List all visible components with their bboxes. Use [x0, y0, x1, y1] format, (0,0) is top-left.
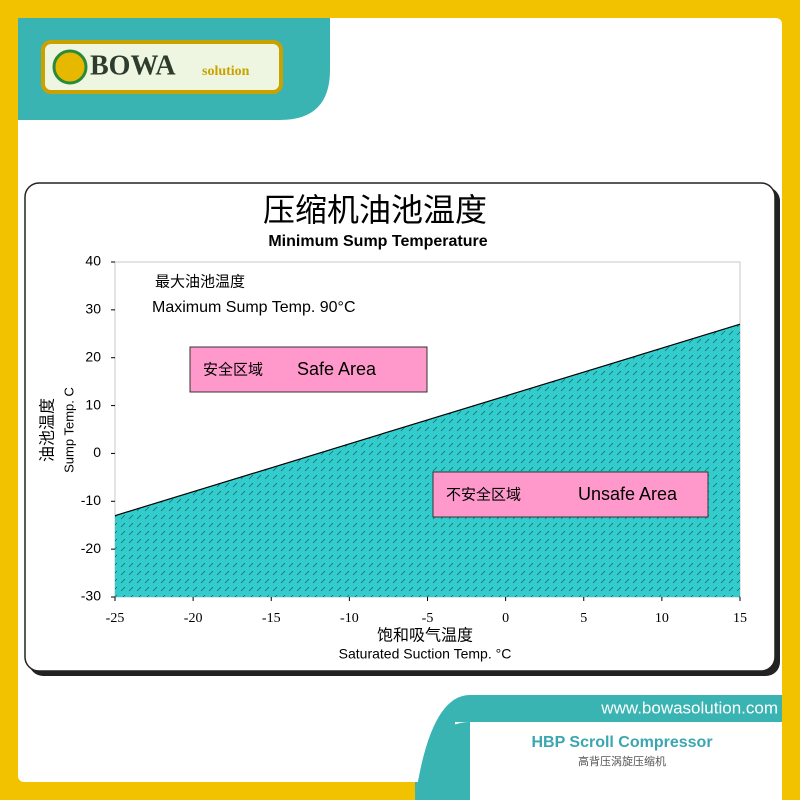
safe-box [189, 346, 428, 393]
logo-icon [52, 49, 88, 85]
y-tick-label: 40 [85, 253, 101, 269]
y-tick-label: 10 [85, 396, 101, 412]
annotation: Maximum Sump Temp. 90°C [152, 299, 356, 316]
area-line [114, 323, 741, 517]
annotation: 不安全区域 [446, 486, 521, 504]
unsafe-box [432, 471, 709, 518]
x-label: Saturated Suction Temp. °C [339, 646, 512, 662]
annotation: 最大油池温度 [155, 273, 245, 291]
x-tick-label: -20 [184, 611, 203, 626]
footer-curve [415, 722, 470, 800]
y-tick-label: 20 [85, 348, 101, 364]
logo-sub: solution [202, 64, 250, 79]
x-tick-label: 15 [733, 611, 747, 626]
x-tick-label: -15 [262, 611, 281, 626]
annotation: 安全区域 [203, 361, 263, 379]
x-tick-label: 10 [655, 611, 669, 626]
footer-panel [455, 722, 782, 800]
product-name-cn: 高背压涡旋压缩机 [578, 754, 666, 768]
product-name: HBP Scroll Compressor [531, 734, 712, 751]
logo-box [41, 40, 283, 94]
annotation: Safe Area [297, 359, 377, 379]
x-tick-label: -5 [422, 611, 434, 626]
website: www.bowasolution.com [600, 698, 778, 717]
chart: -30 -20 -10 0 10 20 30 40 -25 -20 -15 -10 -5 0 5 10 15 压缩… [38, 191, 748, 662]
logo-text: BOWA [90, 50, 176, 81]
y-tick-label: 0 [93, 444, 101, 460]
y-tick-label: -10 [81, 492, 101, 508]
y-tick-label: -30 [81, 588, 101, 604]
x-tick-label: 0 [502, 611, 509, 626]
y-tick-label: 30 [85, 301, 101, 317]
chart-title: 压缩机油池温度 [263, 191, 487, 229]
chart-subtitle: Minimum Sump Temperature [268, 233, 487, 250]
x-label-cn: 饱和吸气温度 [377, 626, 473, 645]
x-tick-label: -25 [106, 611, 125, 626]
y-label: Sump Temp. C [61, 387, 76, 473]
y-label-cn: 油池温度 [38, 398, 57, 462]
y-tick-label: -20 [81, 540, 101, 556]
x-tick-label: 5 [580, 611, 587, 626]
x-tick-label: -10 [340, 611, 359, 626]
annotation: Unsafe Area [578, 484, 678, 504]
area-hatch [115, 324, 740, 597]
